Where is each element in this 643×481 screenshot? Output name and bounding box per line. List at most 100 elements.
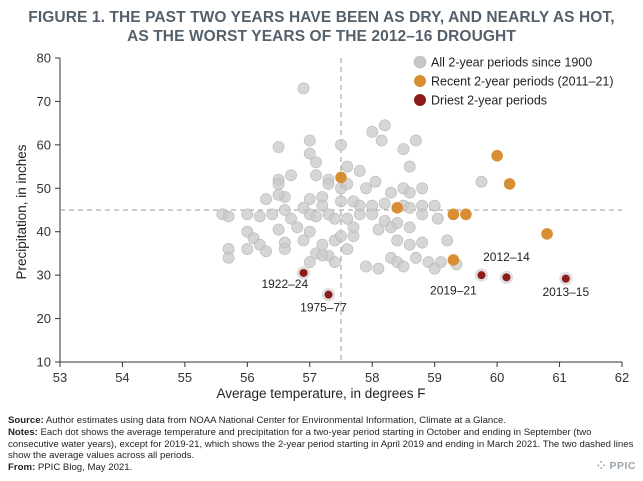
point-all-period <box>297 234 310 247</box>
point-all-period <box>353 208 366 221</box>
point-all-period <box>303 147 316 160</box>
point-all-period <box>353 165 366 177</box>
y-tick-label: 30 <box>37 268 51 283</box>
point-recent-period <box>447 208 460 221</box>
point-all-period <box>272 178 285 190</box>
point-all-period <box>378 119 391 132</box>
point-all-period <box>366 125 379 138</box>
point-all-period <box>416 208 429 221</box>
point-all-period <box>428 199 441 212</box>
point-all-period <box>366 208 379 221</box>
point-all-period <box>278 204 291 216</box>
x-tick-label: 55 <box>178 370 192 385</box>
figure-title: FIGURE 1. THE PAST TWO YEARS HAVE BEEN A… <box>0 8 643 46</box>
source-label: Source: <box>8 415 44 426</box>
point-all-period <box>303 193 316 206</box>
point-all-period <box>322 178 335 190</box>
point-all-period <box>475 175 488 188</box>
point-all-period <box>291 221 304 234</box>
point-all-period <box>403 201 416 214</box>
y-tick-label: 50 <box>37 181 51 196</box>
y-tick-label: 60 <box>37 137 51 152</box>
point-all-period <box>266 208 279 221</box>
point-recent-period <box>491 149 503 162</box>
figure-title-line-2: AS THE WORST YEARS OF THE 2012–16 DROUGH… <box>127 28 516 45</box>
axes-layer: 53 54 55 56 57 58 59 60 61 62 10 20 30 40 50 60 70 80 Aver… <box>14 51 629 402</box>
point-recent-period <box>460 208 472 221</box>
point-all-period <box>303 225 316 238</box>
legend-swatch-driest <box>414 94 426 106</box>
point-all-period <box>372 262 385 275</box>
legend-label-all: All 2-year periods since 1900 <box>431 56 592 70</box>
point-annotation: 1975–77 <box>300 301 347 315</box>
point-all-period <box>260 193 272 206</box>
y-tick-label: 10 <box>37 355 51 370</box>
point-all-period <box>335 138 347 151</box>
notes-label: Notes: <box>8 426 38 438</box>
point-all-period <box>303 134 316 147</box>
point-driest-period <box>502 273 511 282</box>
point-all-period <box>391 234 404 247</box>
point-all-period <box>385 221 397 234</box>
x-tick-label: 58 <box>365 370 379 385</box>
x-tick-label: 56 <box>240 370 254 385</box>
point-all-period <box>397 260 410 273</box>
point-recent-period <box>447 254 460 266</box>
point-all-period <box>416 236 429 249</box>
point-all-period <box>397 143 410 156</box>
scatter-chart: 53 54 55 56 57 58 59 60 61 62 10 20 30 40 50 60 70 80 Aver… <box>14 51 629 402</box>
point-recent-period <box>335 171 347 184</box>
point-driest-period <box>324 290 333 299</box>
point-all-period <box>335 195 347 208</box>
x-tick-label: 59 <box>427 370 441 385</box>
legend: All 2-year periods since 1900 Recent 2-ye… <box>413 56 614 108</box>
from-label: From: <box>8 462 36 473</box>
x-tick-label: 53 <box>53 370 67 385</box>
point-all-period <box>260 245 272 258</box>
point-annotation: 2013–15 <box>542 285 589 299</box>
point-all-period <box>316 249 329 262</box>
point-all-period <box>441 234 454 247</box>
point-all-period <box>303 256 316 269</box>
figure-title-line-1: FIGURE 1. THE PAST TWO YEARS HAVE BEEN A… <box>28 9 615 26</box>
point-all-period <box>285 212 297 225</box>
point-all-period <box>328 212 341 225</box>
point-all-period <box>360 182 372 195</box>
point-all-period <box>341 160 354 173</box>
point-all-period <box>278 243 291 255</box>
point-all-period <box>297 201 310 214</box>
notes-text: Each dot shows the average temperature a… <box>8 426 634 462</box>
legend-swatch-recent <box>414 75 426 87</box>
point-all-period <box>222 251 235 264</box>
point-all-period <box>435 256 447 269</box>
notes-block: Source: Author estimates using data from… <box>8 415 636 462</box>
from-text: PPIC Blog, May 2021. <box>37 462 133 473</box>
point-all-period <box>272 141 285 153</box>
y-axis-title: Precipitation, in inches <box>14 144 29 279</box>
point-all-period <box>253 210 266 223</box>
point-all-period <box>403 186 416 199</box>
point-all-period <box>328 256 341 269</box>
point-all-period <box>385 186 397 199</box>
point-all-period <box>403 238 416 251</box>
y-tick-label: 40 <box>37 224 51 239</box>
point-all-period <box>378 197 391 210</box>
y-tick-label: 70 <box>37 94 51 109</box>
point-all-period <box>347 221 360 234</box>
x-tick-label: 57 <box>303 370 317 385</box>
point-all-period <box>335 230 347 242</box>
legend-label-driest: Driest 2-year periods <box>431 94 547 108</box>
point-all-period <box>272 223 285 236</box>
point-all-period <box>341 212 354 225</box>
annotations-layer: 1922–24 1975–77 2012–14 2019–21 2013–15 <box>261 250 589 314</box>
y-tick-label: 80 <box>37 51 51 66</box>
point-all-period <box>310 210 322 223</box>
notes-note: Notes: Each dot shows the average temper… <box>8 427 636 462</box>
point-all-period <box>310 156 322 169</box>
x-tick-label: 62 <box>615 370 629 385</box>
point-all-period <box>410 134 422 147</box>
point-all-period <box>403 160 416 173</box>
point-all-period <box>360 260 372 273</box>
x-tick-label: 60 <box>490 370 504 385</box>
point-all-period <box>403 221 416 234</box>
